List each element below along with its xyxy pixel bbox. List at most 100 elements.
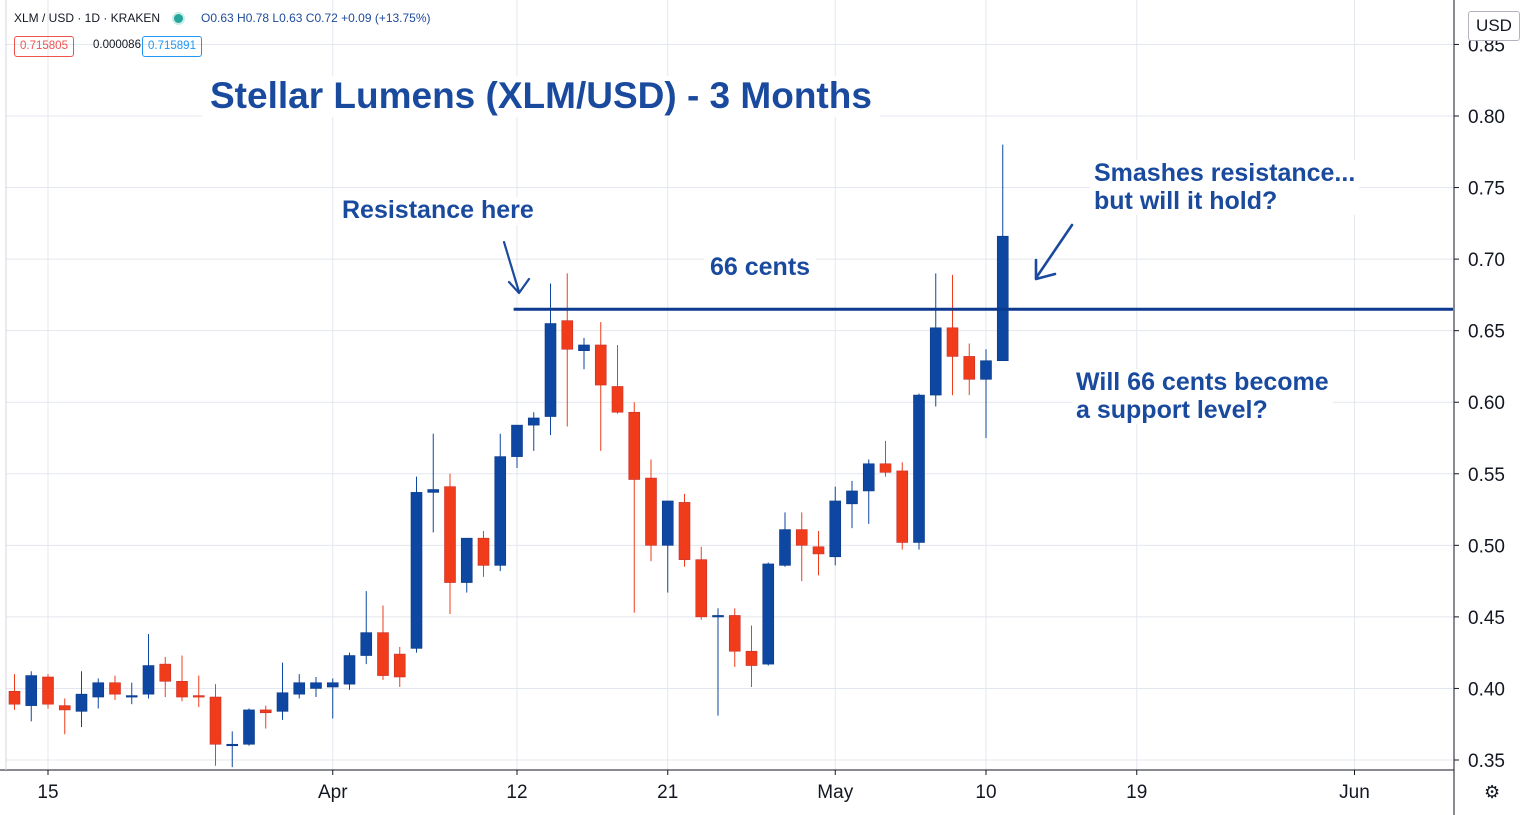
candle <box>913 393 925 550</box>
candle-body <box>762 563 775 665</box>
candle-body <box>728 615 741 652</box>
candle <box>511 424 523 469</box>
candle <box>477 531 490 577</box>
candle <box>377 605 389 680</box>
candle <box>963 343 976 396</box>
candle <box>8 674 21 710</box>
x-tick-label: May <box>817 782 853 803</box>
candle-body <box>862 463 875 492</box>
candle <box>779 512 791 567</box>
candle <box>611 344 624 414</box>
x-tick-label: Jun <box>1339 782 1370 803</box>
candle-body <box>946 327 959 357</box>
candle-body <box>393 653 406 678</box>
candle-body <box>58 705 71 711</box>
gear-icon[interactable]: ⚙ <box>1484 782 1501 802</box>
candle-body <box>377 632 389 676</box>
y-tick-label: 0.70 <box>1468 250 1505 271</box>
annotation-layer <box>502 223 1453 311</box>
y-tick-label: 0.65 <box>1468 322 1505 343</box>
x-tick-label: Apr <box>318 782 348 803</box>
ask-price-box[interactable]: 0.715891 <box>142 36 202 57</box>
candle-body <box>913 394 925 543</box>
candle <box>879 440 892 477</box>
candle-body <box>527 417 540 426</box>
candle <box>795 512 808 582</box>
candle-body <box>795 529 808 546</box>
candle <box>929 273 942 407</box>
candle <box>276 662 289 720</box>
candle <box>594 322 607 451</box>
candle-body <box>142 665 155 695</box>
candle <box>494 433 507 572</box>
candle-body <box>310 682 322 689</box>
candle-body <box>846 490 858 505</box>
candle-body <box>125 695 138 698</box>
candle-body <box>611 386 624 413</box>
x-tick-label: 19 <box>1126 782 1147 803</box>
candle <box>326 678 339 719</box>
candle-body <box>343 655 356 685</box>
candle-body <box>410 492 423 649</box>
candle <box>393 646 406 688</box>
candle <box>343 652 356 690</box>
candle-body <box>176 680 188 698</box>
candle-body <box>109 682 121 695</box>
candle <box>142 634 155 699</box>
spread-value: 0.000086 <box>93 39 141 51</box>
candle <box>946 274 959 396</box>
x-tick-label: 21 <box>657 782 678 803</box>
candle-body <box>427 489 440 493</box>
candle <box>712 608 724 716</box>
candle-body <box>25 675 38 706</box>
candle-body <box>745 650 758 666</box>
candle <box>762 562 775 666</box>
candle <box>226 731 239 768</box>
candle-body <box>326 682 339 688</box>
y-tick-label: 0.55 <box>1468 465 1505 486</box>
x-tick-label: 12 <box>506 782 527 803</box>
candle-body <box>444 486 456 583</box>
candle-body <box>996 235 1009 362</box>
candle <box>561 273 574 427</box>
candle <box>745 625 758 688</box>
candle-body <box>243 709 255 745</box>
ohlc-values: O0.63 H0.78 L0.63 C0.72 +0.09 (+13.75%) <box>201 11 431 25</box>
candle <box>695 546 708 620</box>
candle-body <box>192 695 205 698</box>
chart-header: XLM / USD · 1D · KRAKEN O0.63 H0.78 L0.6… <box>14 11 431 25</box>
currency-button[interactable]: USD <box>1468 11 1520 41</box>
candle <box>728 608 741 667</box>
candle <box>192 675 205 708</box>
candle-body <box>42 676 54 705</box>
candle-body <box>544 323 557 417</box>
y-tick-label: 0.60 <box>1468 393 1505 414</box>
candle-body <box>980 360 992 380</box>
candle <box>310 676 322 698</box>
bid-price-box[interactable]: 0.715805 <box>14 36 74 57</box>
candle-body <box>712 615 724 618</box>
candle-body <box>259 709 272 714</box>
candle-body <box>460 537 473 583</box>
candle <box>360 591 373 665</box>
support-question-note: Will 66 cents become a support level? <box>1072 368 1333 424</box>
candle <box>259 705 272 729</box>
candle <box>812 531 825 576</box>
candle-body <box>159 663 172 682</box>
y-tick-label: 0.75 <box>1468 179 1505 200</box>
candle <box>176 655 188 702</box>
candle-body <box>92 682 105 698</box>
candle <box>293 674 306 699</box>
candle <box>661 500 674 593</box>
y-tick-label: 0.40 <box>1468 679 1505 700</box>
candle-body <box>645 477 657 546</box>
symbol-line[interactable]: XLM / USD · 1D · KRAKEN <box>14 11 161 25</box>
market-open-dot-icon <box>172 11 186 25</box>
candle-body <box>8 691 21 705</box>
candle <box>896 462 909 550</box>
candle <box>58 698 71 735</box>
candle <box>243 708 255 746</box>
candle-body <box>494 456 507 566</box>
candle-body <box>929 327 942 396</box>
